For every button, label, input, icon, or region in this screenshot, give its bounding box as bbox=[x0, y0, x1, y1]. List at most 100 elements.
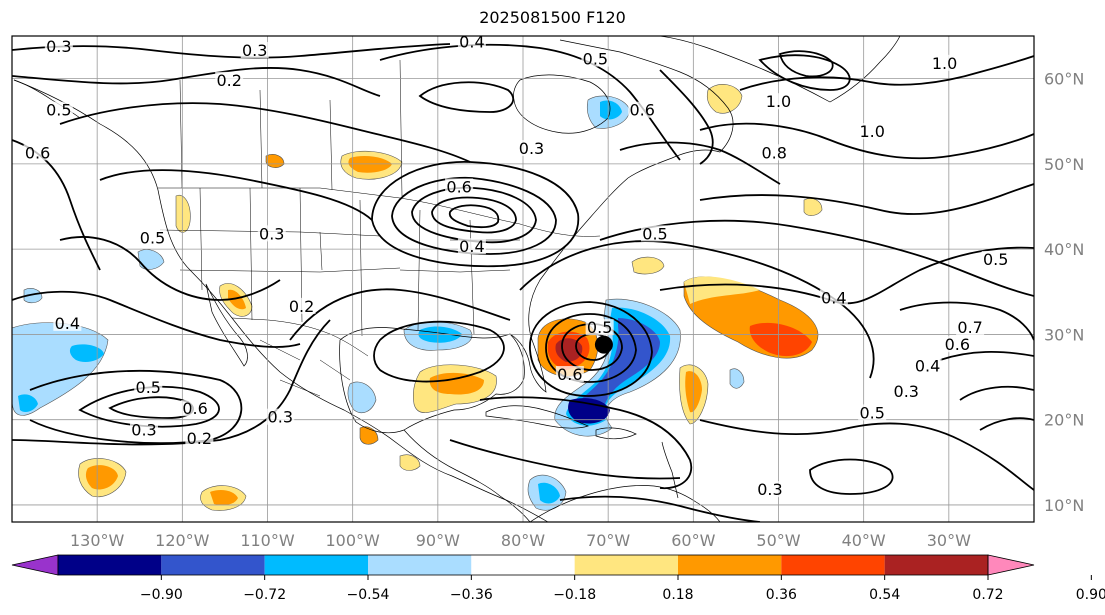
coast-gulf-mexico bbox=[339, 327, 525, 434]
shade-negative-core bbox=[568, 398, 610, 424]
colorbar-segment bbox=[368, 555, 472, 575]
lat-tick-label: 60°N bbox=[1044, 70, 1084, 89]
colorbar-segment bbox=[161, 555, 265, 575]
shade-pacific-warm-core bbox=[85, 465, 118, 490]
contour-label: 0.4 bbox=[459, 33, 484, 52]
lat-tick-label: 50°N bbox=[1044, 155, 1084, 174]
contour-atl-12 bbox=[979, 417, 1034, 431]
contour-label-bg bbox=[760, 144, 789, 161]
contour-se-atl-2 bbox=[699, 419, 1034, 491]
lat-tick-label: 40°N bbox=[1044, 240, 1084, 259]
contour-label-bg bbox=[943, 336, 972, 353]
contour-label: 0.6 bbox=[182, 399, 207, 418]
contour-west-3 bbox=[29, 370, 243, 444]
contour-labels-layer: 0.3 0.30.20.40.50.50.6 0.30.60.40.5 0.30.20… bbox=[23, 33, 1010, 499]
coast-south-america bbox=[529, 485, 721, 522]
contour-label: 0.5 bbox=[642, 224, 667, 243]
contour-label-bg bbox=[956, 319, 985, 336]
shade-carib-blue-core bbox=[538, 482, 560, 504]
contour-label-bg bbox=[53, 314, 82, 331]
contour-great-lakes-5 bbox=[448, 204, 500, 229]
lon-tick-label: 90°W bbox=[416, 531, 460, 550]
contour-label: 0.5 bbox=[983, 250, 1008, 269]
contour-label-bg bbox=[981, 250, 1010, 267]
contour-label-bg bbox=[287, 297, 316, 314]
lat-tick-label: 10°N bbox=[1044, 496, 1084, 515]
contour-great-lakes-4 bbox=[431, 196, 517, 234]
colorbar-tick-label: −0.18 bbox=[553, 587, 596, 603]
shade-pacific-blue-core bbox=[69, 344, 104, 362]
coast-baja bbox=[205, 283, 248, 367]
map-panel: 0.3 0.30.20.40.50.50.6 0.30.60.40.5 0.30.20… bbox=[11, 33, 1035, 523]
colorbar-frame bbox=[57, 554, 989, 576]
contour-label: 0.6 bbox=[446, 177, 471, 196]
shade-canada-warm-core bbox=[348, 156, 392, 173]
colorbar-segment bbox=[884, 555, 988, 575]
coast-east-canada bbox=[559, 39, 734, 179]
border-us-mexico bbox=[231, 317, 369, 357]
lon-tick-label: 110°W bbox=[240, 531, 295, 550]
lon-tick-label: 30°W bbox=[927, 531, 971, 550]
shade-misc-7 bbox=[729, 368, 745, 389]
colorbar-segment bbox=[264, 555, 368, 575]
coast-central-america bbox=[403, 429, 531, 522]
lon-tick-label: 70°W bbox=[586, 531, 630, 550]
contour-great-lakes-outer bbox=[371, 161, 580, 268]
border-us-canada bbox=[158, 187, 601, 237]
border-mexico-states bbox=[259, 339, 351, 397]
contour-label: 0.3 bbox=[242, 41, 267, 60]
colorbar-tick-label: −0.90 bbox=[140, 587, 183, 603]
contour-carib-1 bbox=[479, 396, 693, 490]
lon-tick-label: 100°W bbox=[325, 531, 380, 550]
coast-greenland bbox=[659, 36, 901, 103]
colorbar-tick-label: 0.18 bbox=[662, 587, 693, 603]
lat-tick-label: 30°N bbox=[1044, 325, 1084, 344]
colorbar-extend-low bbox=[11, 554, 59, 576]
contour-label-bg bbox=[517, 140, 546, 157]
colorbar-tick-label: 0.54 bbox=[869, 587, 900, 603]
colorbar-segment bbox=[781, 555, 885, 575]
contour-label: 1.0 bbox=[859, 122, 884, 141]
contour-atl-5 bbox=[699, 122, 1034, 160]
shade-epac-warm-core bbox=[210, 490, 238, 506]
contour-carib-3 bbox=[559, 495, 761, 522]
shade-atlantic-core bbox=[749, 322, 812, 357]
map-title: 2025081500 F120 bbox=[479, 8, 626, 27]
contour-label: 0.6 bbox=[945, 335, 970, 354]
contour-west-6 bbox=[59, 236, 281, 301]
contour-label-bg bbox=[555, 366, 584, 383]
shade-misc-4 bbox=[347, 381, 377, 413]
contour-gulf-1 bbox=[373, 320, 505, 383]
contour-label-bg bbox=[930, 54, 959, 71]
contour-gulf-2 bbox=[289, 288, 511, 341]
coast-lesser-antilles bbox=[661, 441, 679, 499]
contour-label-bg bbox=[134, 378, 163, 395]
colorbar-extend-high bbox=[987, 554, 1035, 576]
contour-label: 0.5 bbox=[46, 101, 71, 120]
contour-label: 0.6 bbox=[25, 143, 50, 162]
contour-label: 1.0 bbox=[932, 54, 957, 73]
contour-label-bg bbox=[240, 42, 269, 59]
contour-atl-8 bbox=[778, 50, 834, 78]
contour-label: 0.5 bbox=[583, 50, 608, 69]
colorbar-tick-label: −0.54 bbox=[347, 587, 390, 603]
contour-label-bg bbox=[628, 101, 657, 118]
contour-west-5 bbox=[12, 290, 301, 348]
colorbar-segment bbox=[58, 555, 162, 575]
contour-north-3 bbox=[12, 43, 451, 59]
contour-west-7 bbox=[99, 169, 373, 221]
contour-label: 0.8 bbox=[762, 143, 787, 162]
contour-labrador bbox=[659, 69, 714, 165]
colorbar-segment bbox=[471, 555, 575, 575]
contour-label-bg bbox=[581, 50, 610, 67]
lon-tick-label: 60°W bbox=[671, 531, 715, 550]
contour-label-bg bbox=[215, 71, 244, 88]
colorbar-tick-label: 0.72 bbox=[972, 587, 1003, 603]
contour-label: 0.2 bbox=[289, 297, 314, 316]
shade-misc-1 bbox=[631, 256, 665, 275]
contour-label: 0.3 bbox=[268, 408, 293, 427]
colorbar-tick-label: 0.90 bbox=[1076, 587, 1105, 603]
contour-west-4 bbox=[12, 319, 331, 446]
contour-label-bg bbox=[138, 229, 167, 246]
contour-label-bg bbox=[44, 101, 73, 118]
